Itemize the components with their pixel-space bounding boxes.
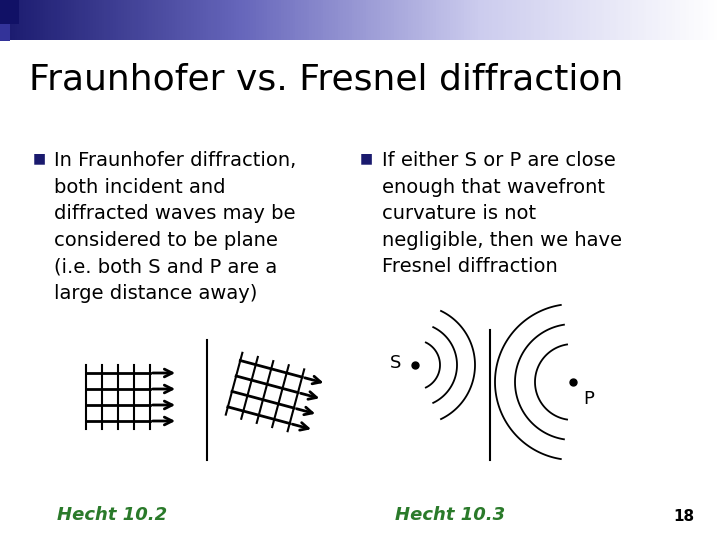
Text: Hecht 10.2: Hecht 10.2 bbox=[57, 506, 166, 524]
Text: P: P bbox=[583, 390, 594, 408]
Text: ■: ■ bbox=[360, 151, 373, 165]
Text: ■: ■ bbox=[32, 151, 45, 165]
Bar bbox=[0, 0, 19, 24]
Text: Hecht 10.3: Hecht 10.3 bbox=[395, 506, 505, 524]
Text: S: S bbox=[390, 354, 401, 372]
Text: Fraunhofer vs. Fresnel diffraction: Fraunhofer vs. Fresnel diffraction bbox=[29, 62, 624, 96]
Bar bbox=[0, 24, 9, 40]
Text: 18: 18 bbox=[674, 509, 695, 524]
Text: In Fraunhofer diffraction,
both incident and
diffracted waves may be
considered : In Fraunhofer diffraction, both incident… bbox=[54, 151, 296, 303]
Text: If either S or P are close
enough that wavefront
curvature is not
negligible, th: If either S or P are close enough that w… bbox=[382, 151, 621, 276]
